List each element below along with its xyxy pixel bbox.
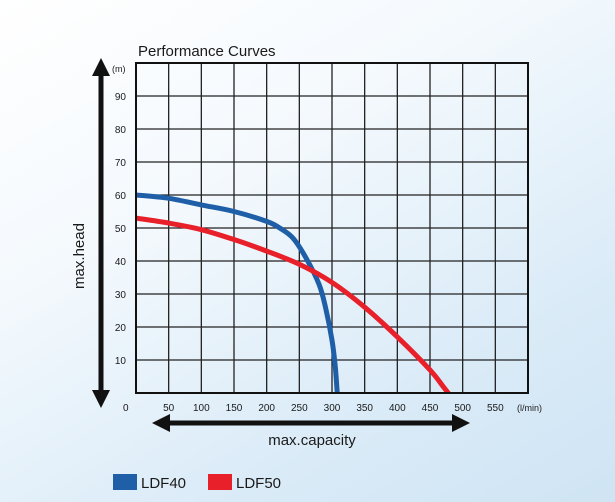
x-axis-arrow <box>152 414 470 432</box>
x-axis-title: max.capacity <box>268 432 356 449</box>
legend-swatch-ldf40 <box>113 474 137 490</box>
y-tick-label: 80 <box>115 125 127 136</box>
y-axis-title: max.head <box>71 223 88 289</box>
y-tick-label: 50 <box>115 224 127 235</box>
x-tick-label: 250 <box>291 403 308 414</box>
origin-label: 0 <box>123 403 129 414</box>
y-axis-unit: (m) <box>112 64 126 74</box>
y-tick-label: 90 <box>115 92 127 103</box>
y-tick-label: 10 <box>115 356 127 367</box>
x-tick-label: 200 <box>258 403 275 414</box>
x-tick-label: 450 <box>422 403 439 414</box>
x-tick-label: 500 <box>454 403 471 414</box>
legend-label-ldf50: LDF50 <box>236 475 281 492</box>
y-tick-label: 70 <box>115 158 127 169</box>
x-tick-label: 150 <box>226 403 243 414</box>
x-tick-label: 100 <box>193 403 210 414</box>
legend: LDF40 LDF50 <box>113 474 281 492</box>
y-tick-label: 30 <box>115 290 127 301</box>
plot-frame <box>135 62 529 394</box>
x-tick-label: 50 <box>163 403 175 414</box>
x-tick-label: 550 <box>487 403 504 414</box>
legend-label-ldf40: LDF40 <box>141 475 186 492</box>
x-axis-unit: (l/min) <box>517 403 542 413</box>
y-tick-label: 40 <box>115 257 127 268</box>
x-tick-label: 400 <box>389 403 406 414</box>
x-tick-label: 300 <box>324 403 341 414</box>
legend-swatch-ldf50 <box>208 474 232 490</box>
chart-title: Performance Curves <box>138 43 276 60</box>
y-tick-labels: 10 20 30 40 50 60 70 80 90 <box>115 92 127 367</box>
x-tick-label: 350 <box>356 403 373 414</box>
series-line-ldf40 <box>136 192 340 393</box>
y-tick-label: 20 <box>115 323 127 334</box>
plot-area <box>136 192 451 393</box>
series-line-ldf50 <box>136 215 451 393</box>
y-tick-label: 60 <box>115 191 127 202</box>
x-tick-labels: 50 100 150 200 250 300 350 400 450 500 550 <box>163 403 504 414</box>
y-axis-arrow <box>92 58 110 408</box>
